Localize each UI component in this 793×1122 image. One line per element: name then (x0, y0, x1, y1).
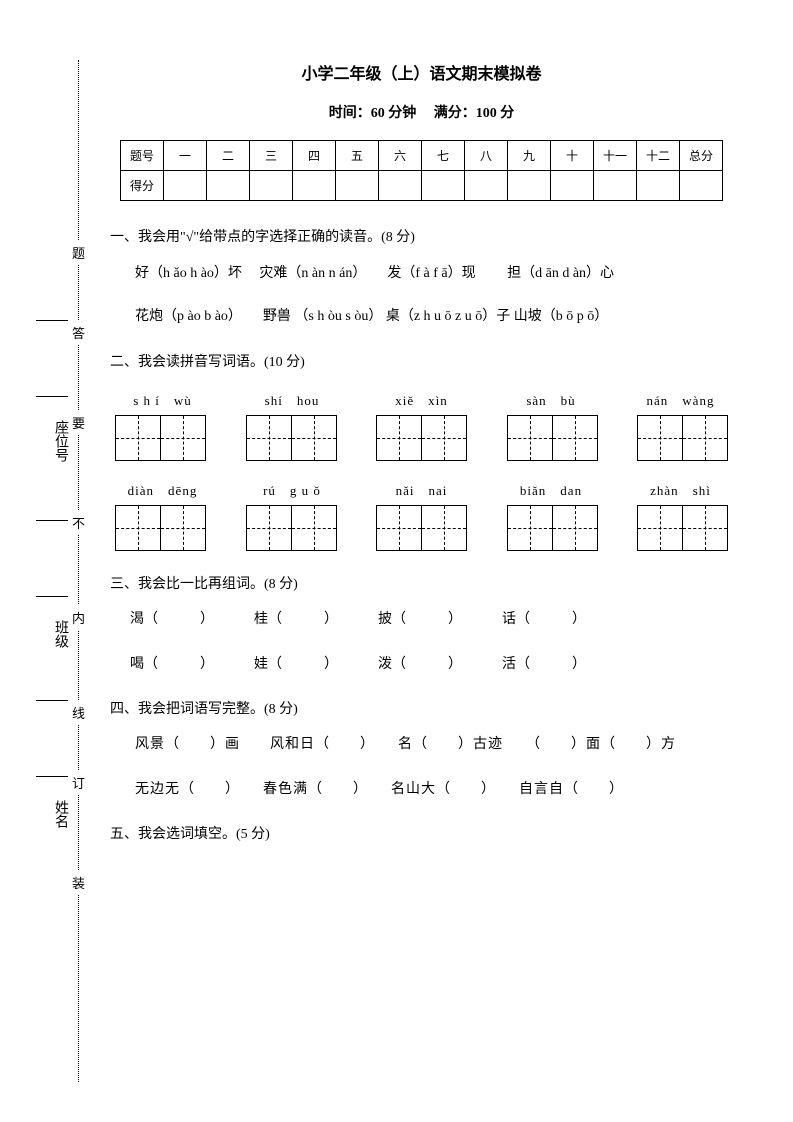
section-q5: 五、我会选词填空。(5 分) (110, 823, 733, 843)
q3-item[interactable]: 泼（ ） (378, 653, 462, 673)
score-cell[interactable] (680, 171, 723, 201)
pinyin-group: sànbù (504, 393, 599, 409)
score-cell[interactable] (336, 171, 379, 201)
q3-row1: 渴（ ） 桂（ ） 披（ ） 话（ ） (110, 608, 733, 628)
tianzi-pair[interactable] (637, 505, 728, 551)
score-cell[interactable] (164, 171, 207, 201)
score-cell[interactable] (207, 171, 250, 201)
score-cell[interactable] (422, 171, 465, 201)
q1-line2: 花炮（p ào b ào） 野兽 （s h òu s òu） 桌（z h u ō… (110, 304, 733, 329)
pinyin-group: rúg u ǒ (245, 483, 340, 499)
score-cell[interactable] (379, 171, 422, 201)
q3-item[interactable]: 喝（ ） (130, 653, 214, 673)
page-content: 小学二年级（上）语文期末模拟卷 时间：60 分钟 满分：100 分 题号 一 二… (0, 0, 793, 905)
pinyin-group: biǎndan (504, 483, 599, 499)
tianzi-pair[interactable] (246, 415, 337, 461)
score-col: 九 (508, 141, 551, 171)
score-cell[interactable] (250, 171, 293, 201)
score-cell[interactable] (465, 171, 508, 201)
section-q3: 三、我会比一比再组词。(8 分) 渴（ ） 桂（ ） 披（ ） 话（ ） 喝（ … (110, 573, 733, 673)
section-q2: 二、我会读拼音写词语。(10 分) s h íwù shíhou xiěxìn … (110, 351, 733, 551)
score-cell[interactable] (508, 171, 551, 201)
score-col: 五 (336, 141, 379, 171)
score-header-row: 题号 一 二 三 四 五 六 七 八 九 十 十一 十二 总分 (121, 141, 723, 171)
score-col: 三 (250, 141, 293, 171)
q4-line2[interactable]: 无边无（ ） 春色满（ ） 名山大（ ） 自言自（ ） (110, 778, 733, 798)
score-col: 十二 (637, 141, 680, 171)
score-col: 一 (164, 141, 207, 171)
fullscore-label: 满分：100 分 (434, 106, 515, 121)
q3-head: 三、我会比一比再组词。(8 分) (110, 573, 733, 593)
score-col: 总分 (680, 141, 723, 171)
q3-item[interactable]: 渴（ ） (130, 608, 214, 628)
pinyin-group: s h íwù (115, 393, 210, 409)
q3-item[interactable]: 话（ ） (502, 608, 586, 628)
score-col: 八 (465, 141, 508, 171)
pinyin-group: nǎinai (374, 483, 469, 499)
score-col: 二 (207, 141, 250, 171)
tianzi-pair[interactable] (376, 415, 467, 461)
doc-subtitle: 时间：60 分钟 满分：100 分 (110, 102, 733, 122)
score-col: 四 (293, 141, 336, 171)
q5-head: 五、我会选词填空。(5 分) (110, 823, 733, 843)
q1-head: 一、我会用"√"给带点的字选择正确的读音。(8 分) (110, 226, 733, 246)
section-q4: 四、我会把词语写完整。(8 分) 风景（ ）画 风和日（ ） 名（ ）古迹 （ … (110, 698, 733, 798)
q2-pinyin-row1: s h íwù shíhou xiěxìn sànbù nánwàng (110, 393, 733, 409)
pinyin-group: nánwàng (633, 393, 728, 409)
q2-pinyin-row2: diàndēng rúg u ǒ nǎinai biǎndan zhànshì (110, 483, 733, 499)
q4-line1[interactable]: 风景（ ）画 风和日（ ） 名（ ）古迹 （ ）面（ ）方 (110, 733, 733, 753)
section-q1: 一、我会用"√"给带点的字选择正确的读音。(8 分) 好（h ǎo h ào）坏… (110, 226, 733, 329)
score-cell[interactable] (594, 171, 637, 201)
score-cell[interactable] (551, 171, 594, 201)
score-row-label: 得分 (121, 171, 164, 201)
q3-item[interactable]: 活（ ） (502, 653, 586, 673)
tianzi-pair[interactable] (507, 505, 598, 551)
time-label: 时间：60 分钟 (329, 106, 417, 121)
score-th-label: 题号 (121, 141, 164, 171)
q4-head: 四、我会把词语写完整。(8 分) (110, 698, 733, 718)
score-col: 十 (551, 141, 594, 171)
pinyin-group: diàndēng (115, 483, 210, 499)
q3-item[interactable]: 披（ ） (378, 608, 462, 628)
score-cell[interactable] (637, 171, 680, 201)
q3-item[interactable]: 桂（ ） (254, 608, 338, 628)
tianzi-pair[interactable] (507, 415, 598, 461)
q3-row2: 喝（ ） 娃（ ） 泼（ ） 活（ ） (110, 653, 733, 673)
score-col: 六 (379, 141, 422, 171)
score-col: 十一 (594, 141, 637, 171)
pinyin-group: shíhou (245, 393, 340, 409)
q3-item[interactable]: 娃（ ） (254, 653, 338, 673)
q2-boxes-row1 (110, 415, 733, 461)
pinyin-group: xiěxìn (374, 393, 469, 409)
score-value-row: 得分 (121, 171, 723, 201)
q2-head: 二、我会读拼音写词语。(10 分) (110, 351, 733, 371)
tianzi-pair[interactable] (246, 505, 337, 551)
tianzi-pair[interactable] (115, 505, 206, 551)
q1-line1: 好（h ǎo h ào）坏 灾难（n àn n án） 发（f à f ā）现 … (110, 261, 733, 286)
score-table: 题号 一 二 三 四 五 六 七 八 九 十 十一 十二 总分 得分 (120, 140, 723, 201)
score-cell[interactable] (293, 171, 336, 201)
tianzi-pair[interactable] (115, 415, 206, 461)
pinyin-group: zhànshì (633, 483, 728, 499)
q2-boxes-row2 (110, 505, 733, 551)
doc-title: 小学二年级（上）语文期末模拟卷 (110, 60, 733, 84)
tianzi-pair[interactable] (637, 415, 728, 461)
tianzi-pair[interactable] (376, 505, 467, 551)
score-col: 七 (422, 141, 465, 171)
